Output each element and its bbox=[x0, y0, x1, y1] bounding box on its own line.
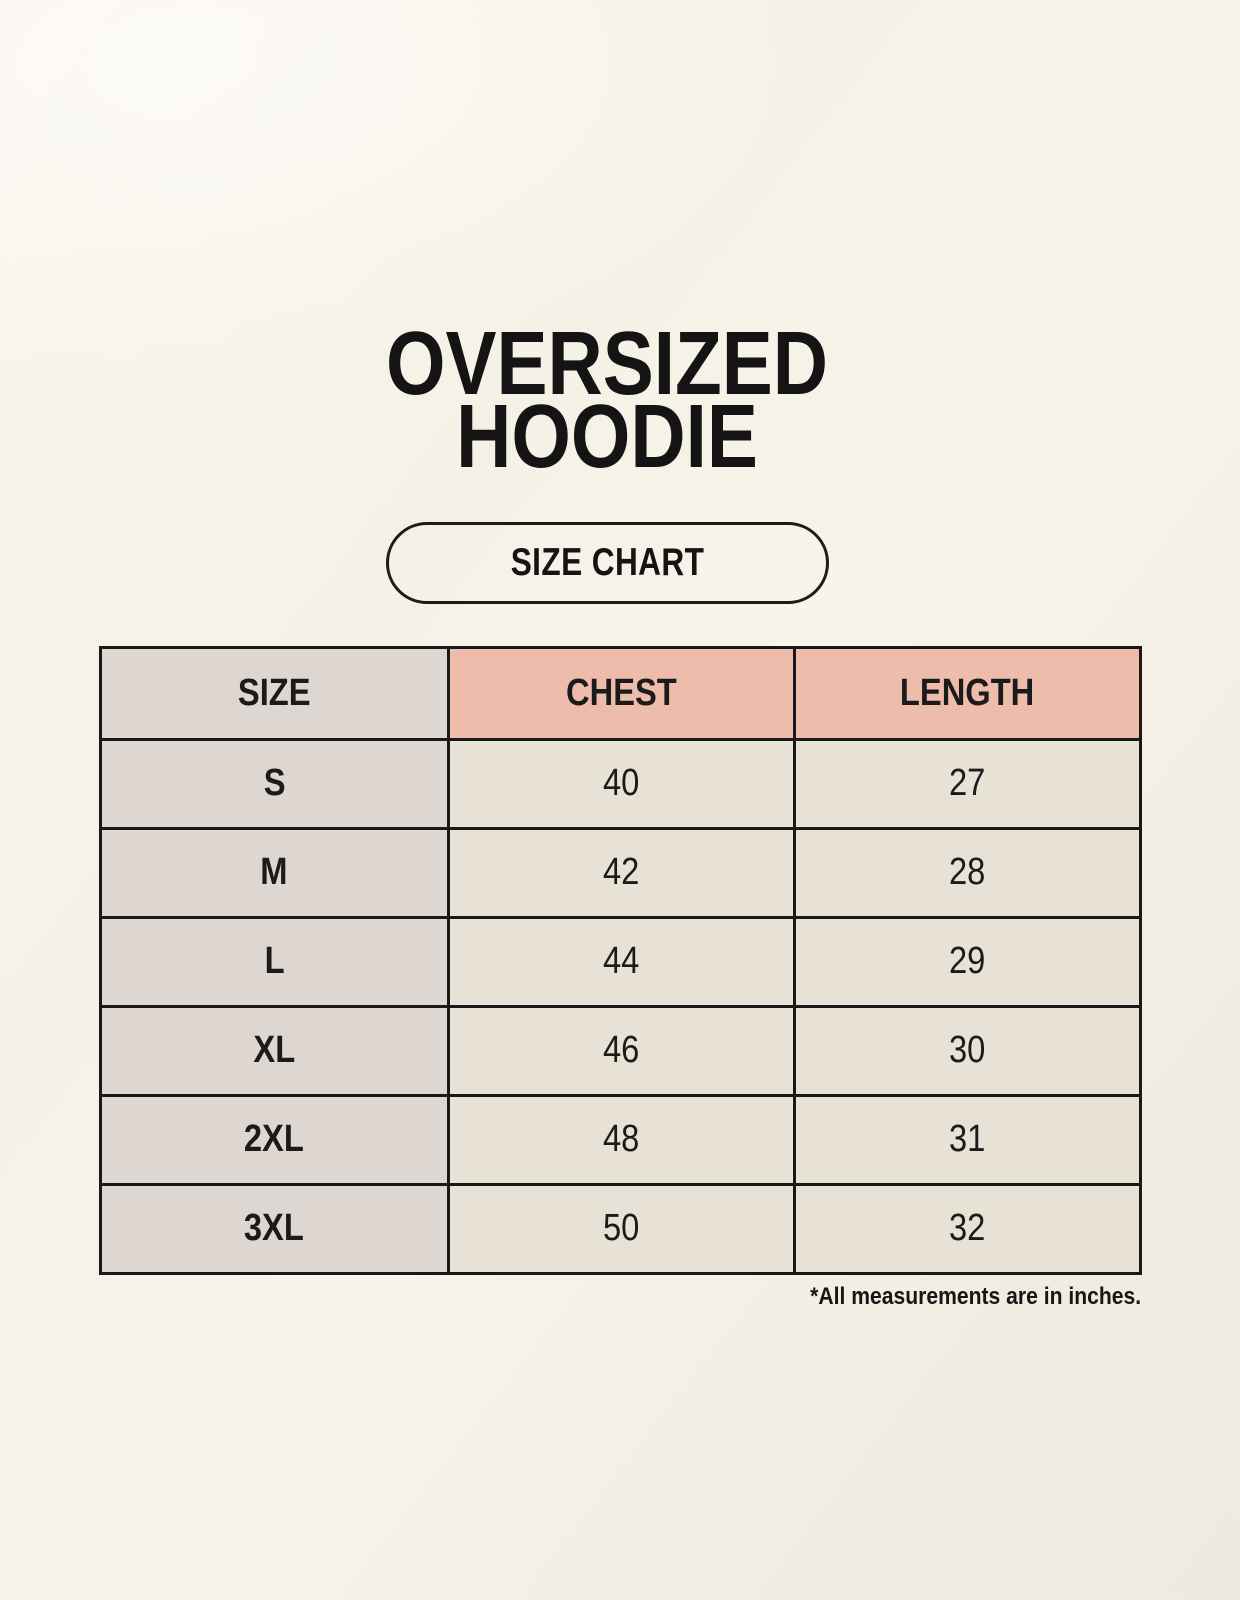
length-value: 31 bbox=[949, 1118, 986, 1161]
size-value: L bbox=[264, 940, 285, 983]
table-row: 3XL 50 32 bbox=[98, 1182, 1142, 1275]
chest-cell: 50 bbox=[446, 1182, 797, 1275]
size-cell: L bbox=[98, 915, 450, 1008]
product-title-line2: HOODIE bbox=[456, 386, 758, 487]
table-row: S 40 27 bbox=[98, 737, 1142, 830]
chest-cell: 40 bbox=[446, 737, 797, 830]
length-value: 29 bbox=[949, 940, 986, 983]
chest-cell: 46 bbox=[446, 1004, 797, 1097]
chest-value: 48 bbox=[603, 1118, 640, 1161]
product-title-line1: OVERSIZED bbox=[385, 314, 829, 414]
chest-value: 46 bbox=[603, 1029, 640, 1072]
length-cell: 28 bbox=[793, 826, 1142, 919]
length-cell: 29 bbox=[793, 915, 1142, 1008]
length-cell: 27 bbox=[793, 737, 1142, 830]
header-cell-size: SIZE bbox=[98, 645, 450, 741]
chest-cell: 42 bbox=[446, 826, 797, 919]
length-value: 30 bbox=[949, 1029, 986, 1072]
size-cell: 3XL bbox=[98, 1182, 450, 1275]
chest-value: 44 bbox=[603, 940, 640, 983]
table-row: 2XL 48 31 bbox=[98, 1093, 1142, 1186]
header-cell-chest: CHEST bbox=[446, 645, 797, 741]
size-cell: 2XL bbox=[98, 1093, 450, 1186]
length-cell: 30 bbox=[793, 1004, 1142, 1097]
header-label-chest: CHEST bbox=[566, 671, 677, 714]
product-title: OVERSIZED HOODIE bbox=[0, 314, 1214, 487]
size-value: 3XL bbox=[244, 1207, 305, 1250]
table-row: M 42 28 bbox=[98, 826, 1142, 919]
size-chart-button-label: SIZE CHART bbox=[510, 540, 704, 584]
size-cell: M bbox=[98, 826, 450, 919]
header-label-size: SIZE bbox=[237, 671, 311, 714]
table-row: XL 46 30 bbox=[98, 1004, 1142, 1097]
length-value: 28 bbox=[949, 851, 986, 894]
hero-section: OVERSIZED HOODIE SIZE CHART bbox=[0, 314, 1240, 604]
size-value: XL bbox=[253, 1029, 296, 1072]
chest-value: 50 bbox=[603, 1207, 640, 1250]
size-cell: S bbox=[98, 737, 450, 830]
size-value: M bbox=[260, 851, 288, 894]
size-chart-table: SIZE CHEST LENGTH S 40 27 M 42 28 L 44 2… bbox=[98, 645, 1142, 1275]
measurements-note: *All measurements are in inches. bbox=[99, 1282, 1142, 1311]
table-row: L 44 29 bbox=[98, 915, 1142, 1008]
chest-value: 42 bbox=[603, 851, 640, 894]
length-value: 32 bbox=[949, 1207, 986, 1250]
length-cell: 32 bbox=[793, 1182, 1142, 1275]
size-value: S bbox=[263, 762, 286, 805]
chest-cell: 48 bbox=[446, 1093, 797, 1186]
size-chart-button[interactable]: SIZE CHART bbox=[385, 521, 829, 604]
chest-cell: 44 bbox=[446, 915, 797, 1008]
header-row: SIZE CHEST LENGTH bbox=[98, 645, 1142, 741]
size-value: 2XL bbox=[244, 1118, 305, 1161]
header-label-length: LENGTH bbox=[900, 671, 1035, 714]
chest-value: 40 bbox=[603, 762, 640, 805]
measurements-note-text: *All measurements are in inches. bbox=[810, 1282, 1142, 1310]
length-value: 27 bbox=[949, 762, 986, 805]
header-cell-length: LENGTH bbox=[793, 645, 1142, 741]
length-cell: 31 bbox=[793, 1093, 1142, 1186]
size-cell: XL bbox=[98, 1004, 450, 1097]
